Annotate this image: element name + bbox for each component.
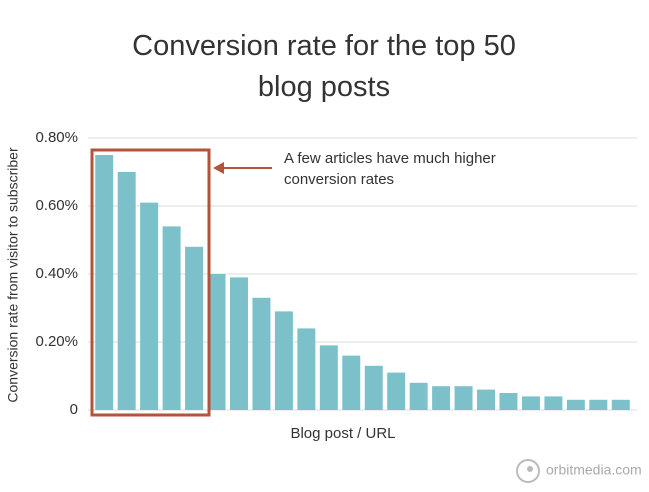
annotation: A few articles have much higher conversi…: [284, 150, 496, 188]
bar: [117, 172, 136, 410]
bar: [477, 389, 496, 410]
bar: [140, 202, 159, 410]
bar: [319, 345, 338, 410]
source: orbitmedia.com: [546, 462, 642, 478]
y-tick-label: 0.40%: [35, 265, 78, 282]
bar: [297, 328, 316, 410]
bar: [409, 382, 428, 410]
bar: [95, 155, 114, 410]
y-axis-label: Conversion rate from visitor to subscrib…: [5, 147, 21, 403]
bar: [589, 399, 608, 410]
bar: [364, 365, 383, 410]
bar: [566, 399, 585, 410]
bar: [252, 297, 271, 410]
bar: [432, 386, 451, 410]
chart-title: Conversion rate for the top 50 blog post…: [132, 30, 516, 103]
arrow-head: [213, 162, 224, 174]
bars: [95, 155, 630, 410]
x-axis-label: Blog post / URL: [290, 425, 395, 442]
bar: [207, 274, 226, 410]
y-tick-label: 0.80%: [35, 129, 78, 146]
bar: [521, 396, 540, 410]
bar: [342, 355, 361, 410]
bar: [185, 246, 204, 410]
bar: [387, 372, 406, 410]
logo: [516, 459, 540, 483]
bar: [499, 393, 518, 410]
bar: [229, 277, 248, 410]
bar: [611, 399, 630, 410]
logo-dot: [527, 466, 533, 472]
bar: [274, 311, 293, 410]
grid: 0 0.20% 0.40% 0.60% 0.80%: [35, 129, 637, 418]
highlight-box: [90, 148, 211, 417]
bar: [162, 226, 181, 410]
bar: [544, 396, 563, 410]
y-tick-label: 0: [70, 401, 78, 418]
bar: [454, 386, 473, 410]
y-tick-label: 0.60%: [35, 197, 78, 214]
y-tick-label: 0.20%: [35, 333, 78, 350]
